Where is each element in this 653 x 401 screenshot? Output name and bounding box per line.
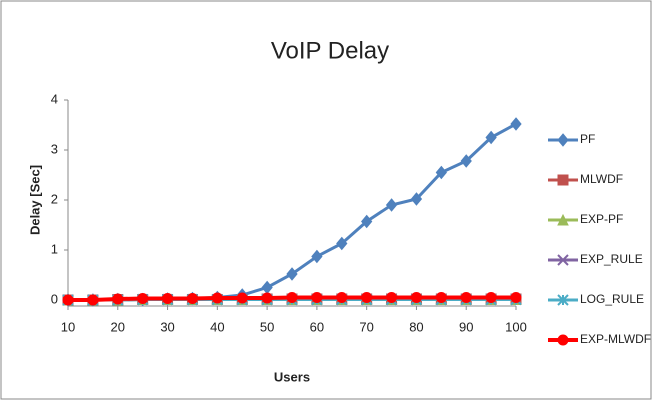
marker (435, 292, 447, 303)
marker (510, 292, 522, 303)
marker (62, 294, 74, 306)
x-tick-label: 50 (260, 319, 274, 334)
marker (557, 334, 569, 346)
marker (137, 293, 149, 304)
x-tick-label: 80 (409, 319, 423, 334)
marker (236, 292, 248, 304)
marker (361, 214, 373, 229)
marker (410, 292, 422, 303)
x-tick-label: 30 (160, 319, 174, 334)
marker (386, 292, 398, 303)
marker (336, 236, 348, 251)
chart-title: VoIP Delay (271, 37, 389, 64)
marker (557, 254, 569, 266)
y-tick-label: 4 (51, 91, 58, 106)
marker (557, 133, 569, 147)
marker (112, 293, 124, 305)
x-tick-label: 20 (111, 319, 125, 334)
legend-label: EXP_RULE (580, 252, 643, 266)
marker (336, 292, 348, 303)
y-tick-label: 0 (51, 291, 58, 306)
x-tick-label: 100 (505, 319, 527, 334)
marker (510, 117, 522, 131)
marker (311, 249, 323, 264)
legend-label: EXP-MLWDF (580, 332, 651, 346)
legend-label: EXP-PF (580, 212, 623, 226)
marker (261, 292, 273, 304)
marker (435, 165, 447, 180)
marker (311, 292, 323, 303)
y-tick-label: 1 (51, 241, 58, 256)
y-tick-label: 2 (51, 191, 58, 206)
x-tick-label: 70 (359, 319, 373, 334)
x-axis-title: Users (274, 369, 310, 384)
marker (557, 294, 569, 306)
x-tick-label: 90 (459, 319, 473, 334)
x-tick-label: 60 (310, 319, 324, 334)
marker (557, 213, 569, 226)
marker (211, 292, 223, 304)
marker (460, 154, 472, 168)
marker (286, 267, 298, 281)
marker (87, 294, 99, 306)
marker (286, 292, 298, 303)
marker (485, 292, 497, 303)
marker (557, 174, 569, 186)
marker (361, 292, 373, 303)
y-tick-label: 3 (51, 141, 58, 156)
marker (460, 292, 472, 303)
y-axis-title: Delay [Sec] (27, 165, 42, 235)
legend-label: MLWDF (580, 172, 623, 186)
x-tick-label: 10 (61, 319, 75, 334)
x-tick-label: 40 (210, 319, 224, 334)
marker (485, 130, 497, 145)
marker (186, 293, 198, 304)
legend-label: PF (580, 132, 595, 146)
marker (162, 293, 174, 304)
marker (410, 192, 423, 206)
legend-label: LOG_RULE (580, 292, 644, 306)
marker (385, 198, 398, 212)
